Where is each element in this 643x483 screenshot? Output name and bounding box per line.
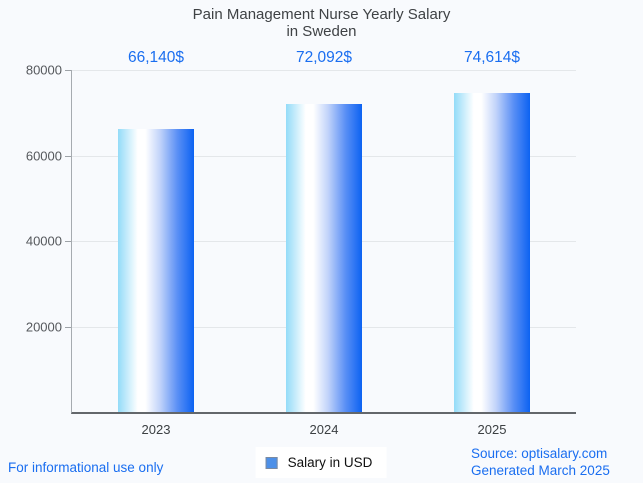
plot-area: 20000 40000 60000 80000 66,140$ 2023 72,092$ 20… (26, 49, 576, 437)
x-tick-label-2023: 2023 (141, 422, 171, 437)
value-label-2024: 72,092$ (295, 49, 353, 66)
legend-label: Salary in USD (287, 455, 373, 470)
y-tick-label-20000: 20000 (25, 319, 62, 335)
legend: Salary in USD (255, 447, 387, 478)
bar-2024[interactable] (286, 104, 362, 412)
y-tick-label-80000: 80000 (25, 62, 62, 78)
x-tick-label-2024: 2024 (309, 422, 339, 437)
bar-2025[interactable] (454, 93, 530, 412)
y-tick-label-60000: 60000 (25, 148, 62, 164)
generated-line: Generated March 2025 (471, 463, 610, 478)
source-block: Source: optisalary.com Generated March 2… (471, 445, 610, 479)
source-line: Source: optisalary.com (471, 446, 608, 461)
value-label-2023: 66,140$ (127, 49, 185, 66)
x-tick-label-2025: 2025 (477, 422, 507, 437)
y-axis-tick (65, 241, 71, 242)
chart-title: Pain Management Nurse Yearly Salary in S… (192, 6, 451, 40)
legend-swatch-icon (265, 456, 278, 469)
y-axis-tick (65, 70, 71, 71)
y-axis-tick (65, 156, 71, 157)
disclaimer-text: For informational use only (8, 460, 164, 475)
value-label-2025: 74,614$ (463, 49, 521, 66)
y-axis-tick (65, 327, 71, 328)
y-tick-label-40000: 40000 (25, 233, 62, 249)
gridline-80000 (72, 70, 576, 71)
bar-2023[interactable] (118, 129, 194, 412)
